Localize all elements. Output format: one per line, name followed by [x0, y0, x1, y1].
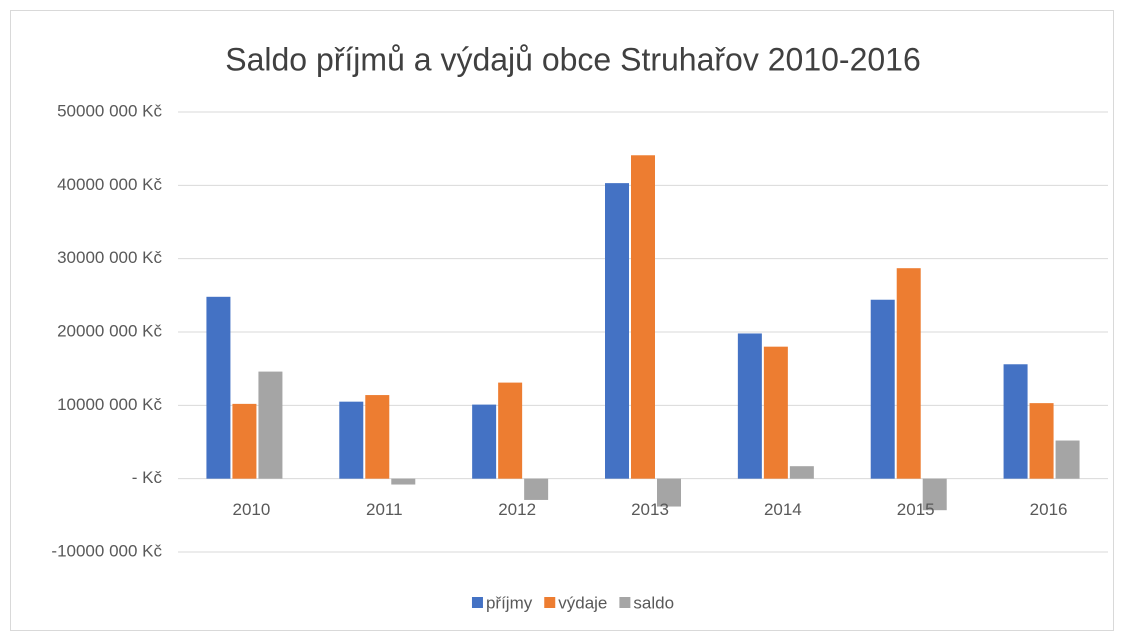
x-tick-label: 2013 [631, 500, 669, 519]
bar [789, 466, 814, 479]
x-tick-label: 2010 [233, 500, 271, 519]
legend-swatch [619, 597, 631, 608]
legend-label: příjmy [486, 593, 533, 612]
bar [1029, 403, 1054, 479]
x-tick-label: 2016 [1030, 500, 1068, 519]
y-tick-label: - Kč [132, 468, 163, 487]
bar [763, 346, 788, 479]
legend-swatch [471, 597, 483, 608]
bar [922, 478, 947, 511]
bar [232, 403, 257, 479]
bar [498, 382, 523, 479]
bar [737, 333, 762, 479]
x-tick-label: 2012 [498, 500, 536, 519]
bar [391, 478, 416, 485]
chart-border [10, 10, 1114, 631]
y-tick-label: 10000 000 Kč [57, 395, 162, 414]
bar [472, 404, 497, 479]
bar [258, 371, 283, 479]
bar [1055, 440, 1080, 479]
chart-title: Saldo příjmů a výdajů obce Struhařov 201… [225, 41, 921, 77]
bar [870, 299, 895, 479]
x-tick-label: 2011 [366, 500, 403, 519]
bar [339, 401, 364, 479]
legend-label: výdaje [558, 593, 607, 612]
y-tick-label: 40000 000 Kč [57, 175, 162, 194]
bar [631, 155, 655, 479]
y-tick-label: 50000 000 Kč [57, 101, 162, 120]
bar [206, 296, 231, 479]
bar [896, 268, 921, 479]
bar [1003, 364, 1028, 479]
legend-swatch [544, 597, 556, 608]
x-tick-label: 2014 [764, 500, 802, 519]
y-tick-label: 30000 000 Kč [57, 248, 162, 267]
x-tick-label: 2015 [897, 500, 935, 519]
bar [524, 478, 549, 500]
legend-label: saldo [633, 593, 674, 612]
y-tick-label: -10000 000 Kč [51, 541, 162, 560]
y-tick-label: 20000 000 Kč [57, 321, 162, 340]
bar [365, 395, 390, 479]
bar [605, 183, 629, 479]
bar [657, 478, 681, 507]
